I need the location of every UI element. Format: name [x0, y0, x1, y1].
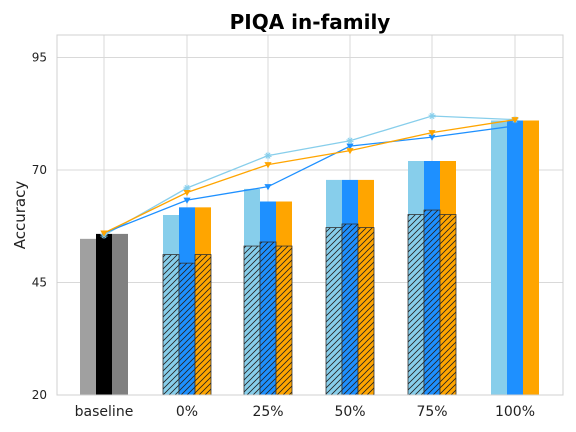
bar-hatch-overlay-s1: [326, 227, 342, 395]
bar-hatch-overlay-s1: [244, 246, 260, 395]
bar-hatch-overlay-s2: [342, 224, 358, 395]
x-tick-label: 100%: [495, 404, 535, 420]
y-axis-label: Accuracy: [11, 181, 29, 250]
bar-hatch-overlay-s2: [260, 242, 276, 395]
y-tick-label: 70: [32, 163, 47, 177]
bar-hatch-overlay-s3: [440, 214, 456, 395]
y-tick-label: 95: [32, 51, 47, 65]
bar-s3: [523, 120, 539, 395]
point-s2: [428, 134, 436, 141]
point-s1: [264, 152, 272, 160]
plot-frame: [56, 34, 564, 396]
point-s3: [346, 148, 354, 155]
x-tick-label: baseline: [75, 404, 134, 420]
bar-s1: [491, 120, 507, 395]
bar-baseline: [112, 233, 128, 395]
bar-hatch-overlay-s2: [424, 210, 440, 395]
y-tick-label: 45: [32, 276, 47, 290]
line-s2: [103, 125, 516, 234]
point-s1: [428, 112, 436, 120]
bar-hatch-overlay-s3: [358, 227, 374, 395]
point-s2: [511, 123, 519, 130]
point-s3: [183, 189, 191, 197]
bar-baseline: [80, 238, 96, 395]
point-s2: [346, 143, 354, 150]
point-s3: [100, 230, 108, 237]
point-s2: [264, 184, 272, 191]
bar-hatch-overlay-s1: [163, 254, 179, 395]
bar-hatch-overlay-s3: [276, 246, 292, 395]
x-tick-label: 0%: [176, 404, 198, 420]
grid: [57, 35, 563, 396]
x-tick-label: 75%: [416, 404, 447, 420]
line-s3: [103, 118, 516, 234]
point-s3: [264, 162, 272, 169]
point-s3: [511, 117, 519, 124]
point-s3: [428, 130, 436, 137]
bar-baseline: [96, 233, 112, 395]
x-tick-label: 50%: [334, 404, 365, 420]
x-tick-label: 25%: [252, 404, 283, 420]
bar-s2: [507, 120, 523, 395]
chart-title: PIQA in-family: [230, 10, 391, 34]
y-tick-label: 20: [32, 388, 47, 402]
line-s1: [103, 115, 516, 236]
point-s1: [346, 137, 354, 145]
bar-hatch-overlay-s2: [179, 263, 195, 395]
bar-hatch-overlay-s1: [408, 214, 424, 395]
bar-hatch-overlay-s3: [195, 254, 211, 395]
point-s2: [183, 197, 191, 204]
